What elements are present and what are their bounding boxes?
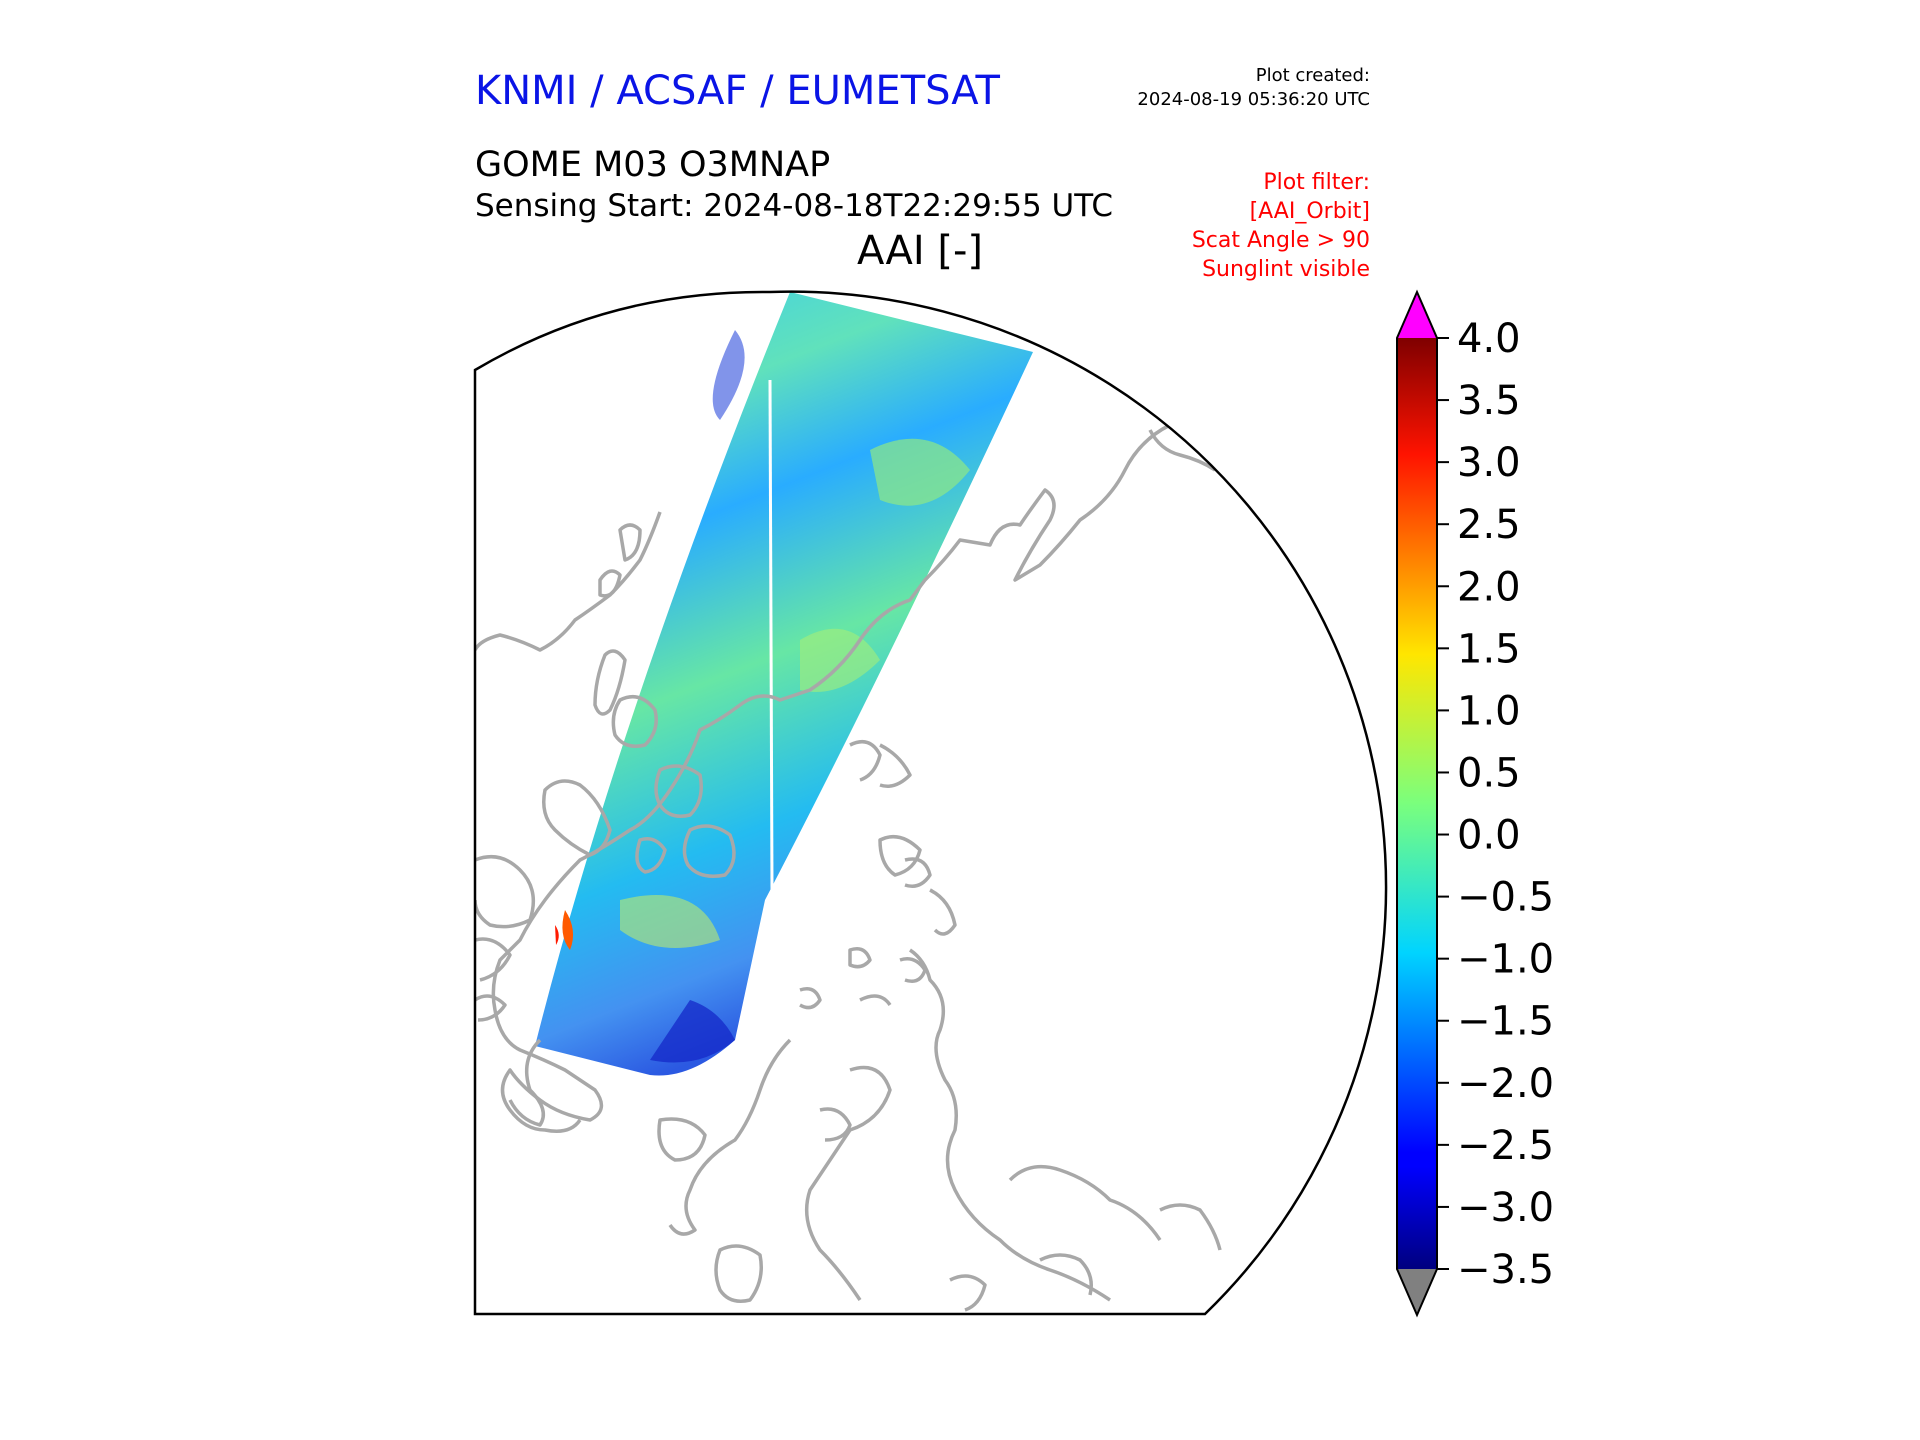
colorbar-tick-label: −3.5 (1457, 1247, 1554, 1293)
colorbar-tick-label: −1.0 (1457, 937, 1554, 983)
colorbar-tick-label: 2.0 (1457, 564, 1521, 610)
colorbar-tick-label: 0.0 (1457, 813, 1521, 859)
colorbar-ticks: 4.0 3.5 3.0 2.5 2.0 1.5 1.0 0.5 0.0 −0.5 −1.0 −1.5 −… (1437, 316, 1554, 1293)
colorbar-over-triangle (1397, 292, 1437, 338)
sensing-start: Sensing Start: 2024-08-18T22:29:55 UTC (475, 188, 1113, 224)
plot-created: Plot created: 2024-08-19 05:36:20 UTC (1137, 64, 1370, 112)
plot-filter-line: Sunglint visible (1202, 257, 1370, 282)
colorbar-tick-label: 0.5 (1457, 750, 1521, 796)
colorbar-tick-label: −3.0 (1457, 1185, 1554, 1231)
plot-filter-line: [AAI_Orbit] (1249, 199, 1370, 224)
colorbar-tick-label: −1.5 (1457, 999, 1554, 1045)
colorbar-tick-label: 2.5 (1457, 502, 1521, 548)
map-boundary (473, 290, 1388, 1316)
colorbar-tick-label: 4.0 (1457, 316, 1521, 362)
header-brand: KNMI / ACSAF / EUMETSAT (475, 68, 1000, 114)
plot-filter-line: Plot filter: (1263, 170, 1370, 195)
product-name: GOME M03 O3MNAP (475, 145, 831, 185)
plot-filter: Plot filter: [AAI_Orbit] Scat Angle > 90… (1192, 168, 1370, 284)
colorbar-tick-label: −0.5 (1457, 875, 1554, 921)
variable-title: AAI [-] (857, 228, 983, 274)
colorbar-tick-label: −2.5 (1457, 1123, 1554, 1169)
colorbar-tick-label: 3.5 (1457, 378, 1521, 424)
colorbar-gradient (1397, 338, 1437, 1269)
colorbar-tick-label: 1.5 (1457, 626, 1521, 672)
colorbar: 4.0 3.5 3.0 2.5 2.0 1.5 1.0 0.5 0.0 −0.5 −1.0 −1.5 −… (1396, 289, 1554, 1318)
colorbar-tick-label: 1.0 (1457, 688, 1521, 734)
plot-filter-line: Scat Angle > 90 (1191, 228, 1370, 253)
coastlines (475, 423, 1222, 1312)
plot-created-label: Plot created: (1255, 65, 1370, 86)
map-area (475, 292, 1222, 1312)
swath (535, 292, 1033, 1076)
colorbar-under-triangle (1397, 1269, 1437, 1315)
plot-created-time: 2024-08-19 05:36:20 UTC (1137, 89, 1370, 110)
colorbar-tick-label: 3.0 (1457, 440, 1521, 486)
colorbar-tick-label: −2.0 (1457, 1061, 1554, 1107)
